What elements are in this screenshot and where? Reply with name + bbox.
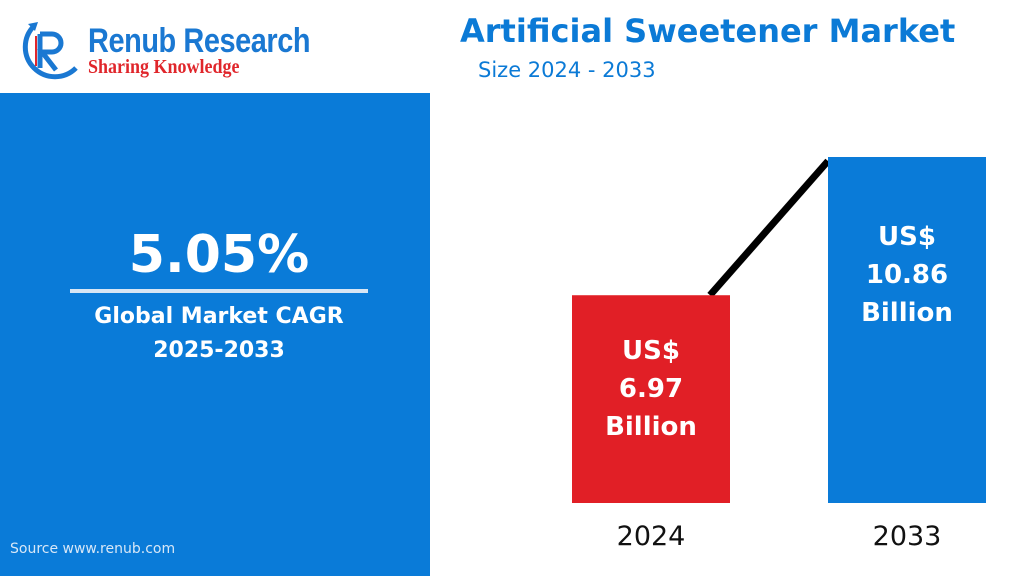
renub-logo-icon: [22, 22, 78, 80]
brand-name: Renub Research: [88, 22, 311, 60]
source-note: Source www.renub.com: [10, 541, 176, 557]
cagr-label: Global Market CAGR 2025-2033: [0, 300, 438, 368]
cagr-panel: [0, 93, 430, 576]
category-label: 2024: [617, 521, 686, 552]
category-label: 2033: [873, 521, 942, 552]
bar-label: Billion: [861, 298, 953, 328]
cagr-label-text: Global Market CAGR: [94, 304, 344, 329]
bar-label: US$: [622, 336, 680, 366]
bar-2033: [828, 157, 986, 503]
trend-line: [707, 158, 831, 298]
brand-tagline: Sharing Knowledge: [88, 56, 240, 78]
chart-title: Artificial Sweetener Market: [460, 12, 956, 50]
cagr-value: 5.05%: [128, 225, 310, 285]
cagr-period: 2025-2033: [153, 338, 285, 363]
divider: [70, 289, 368, 293]
bar-label: Billion: [605, 412, 697, 442]
bar-label: 6.97: [619, 374, 683, 404]
bar-label: US$: [878, 222, 936, 252]
chart-subtitle: Size 2024 - 2033: [478, 58, 656, 82]
bar-label: 10.86: [866, 260, 948, 290]
bar-2024: [572, 295, 730, 503]
